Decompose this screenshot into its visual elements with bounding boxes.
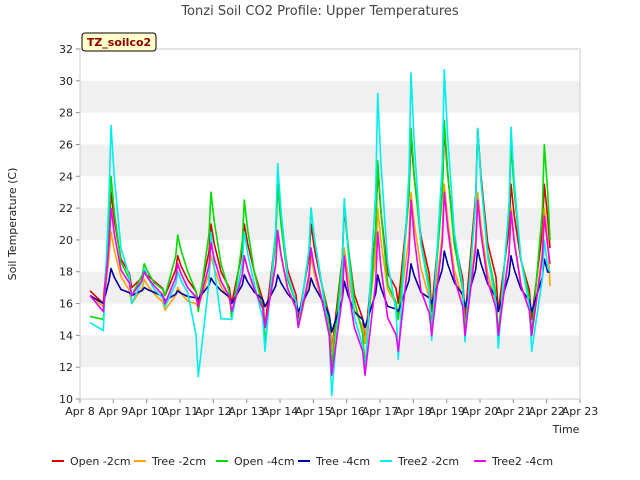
x-tick-label: Apr 8 bbox=[65, 405, 95, 418]
grid-band bbox=[80, 80, 580, 113]
legend-item: Open -4cm bbox=[216, 455, 295, 468]
x-tick-label: Apr 15 bbox=[295, 405, 332, 418]
legend-item: Tree -4cm bbox=[298, 455, 370, 468]
legend-item: Open -2cm bbox=[52, 455, 131, 468]
plot-frame bbox=[79, 48, 581, 400]
legend-item: Tree2 -4cm bbox=[474, 455, 553, 468]
y-tick-label: 32 bbox=[59, 43, 73, 56]
x-tick-label: Apr 21 bbox=[495, 405, 532, 418]
x-tick-label: Apr 17 bbox=[362, 405, 399, 418]
x-tick-label: Apr 22 bbox=[528, 405, 565, 418]
y-tick-label: 14 bbox=[59, 329, 73, 342]
chart-title: Tonzi Soil CO2 Profile: Upper Temperatur… bbox=[180, 4, 459, 19]
x-tick-label: Apr 9 bbox=[99, 405, 129, 418]
badge: TZ_soilco2 bbox=[81, 32, 157, 52]
legend-label: Open -2cm bbox=[70, 455, 131, 468]
x-tick-label: Apr 13 bbox=[228, 405, 265, 418]
y-tick-label: 18 bbox=[59, 266, 73, 279]
x-tick-label: Apr 14 bbox=[262, 405, 299, 418]
series-line-5 bbox=[89, 191, 551, 376]
x-tick-label: Apr 19 bbox=[428, 405, 465, 418]
x-tick-label: Apr 12 bbox=[195, 405, 232, 418]
y-tick-label: 22 bbox=[59, 202, 73, 215]
y-tick-label: 24 bbox=[59, 170, 73, 183]
y-axis-label: Soil Temperature (C) bbox=[6, 168, 19, 281]
legend-item: Tree -2cm bbox=[134, 455, 206, 468]
y-tick-label: 26 bbox=[59, 138, 73, 151]
y-tick-label: 12 bbox=[59, 361, 73, 374]
y-tick-label: 10 bbox=[59, 393, 73, 406]
badge-label: TZ_soilco2 bbox=[87, 36, 151, 49]
legend-label: Tree -4cm bbox=[315, 455, 370, 468]
legend-label: Tree2 -2cm bbox=[397, 455, 459, 468]
x-tick-label: Apr 20 bbox=[462, 405, 499, 418]
y-axis: 10 12 14 16 18 20 22 24 26 28 30 32 bbox=[59, 43, 80, 406]
y-tick-label: 30 bbox=[59, 75, 73, 88]
y-tick-label: 28 bbox=[59, 107, 73, 120]
x-tick-label: Apr 23 bbox=[562, 405, 599, 418]
grid-band bbox=[80, 144, 580, 177]
x-tick-label: Apr 16 bbox=[328, 405, 365, 418]
series-line-4 bbox=[89, 68, 551, 397]
legend-label: Tree2 -4cm bbox=[491, 455, 553, 468]
legend-label: Open -4cm bbox=[234, 455, 295, 468]
x-tick-label: Apr 11 bbox=[162, 405, 199, 418]
y-tick-label: 20 bbox=[59, 234, 73, 247]
x-axis-label: Time bbox=[552, 423, 580, 436]
plot-area bbox=[89, 68, 551, 397]
y-tick-label: 16 bbox=[59, 298, 73, 311]
legend: Open -2cm Tree -2cm Open -4cm Tree -4cm Tree… bbox=[52, 455, 553, 468]
grid-band bbox=[80, 208, 580, 240]
legend-item: Tree2 -2cm bbox=[380, 455, 459, 468]
legend-label: Tree -2cm bbox=[151, 455, 206, 468]
x-tick-label: Apr 10 bbox=[128, 405, 165, 418]
x-tick-label: Apr 18 bbox=[395, 405, 432, 418]
